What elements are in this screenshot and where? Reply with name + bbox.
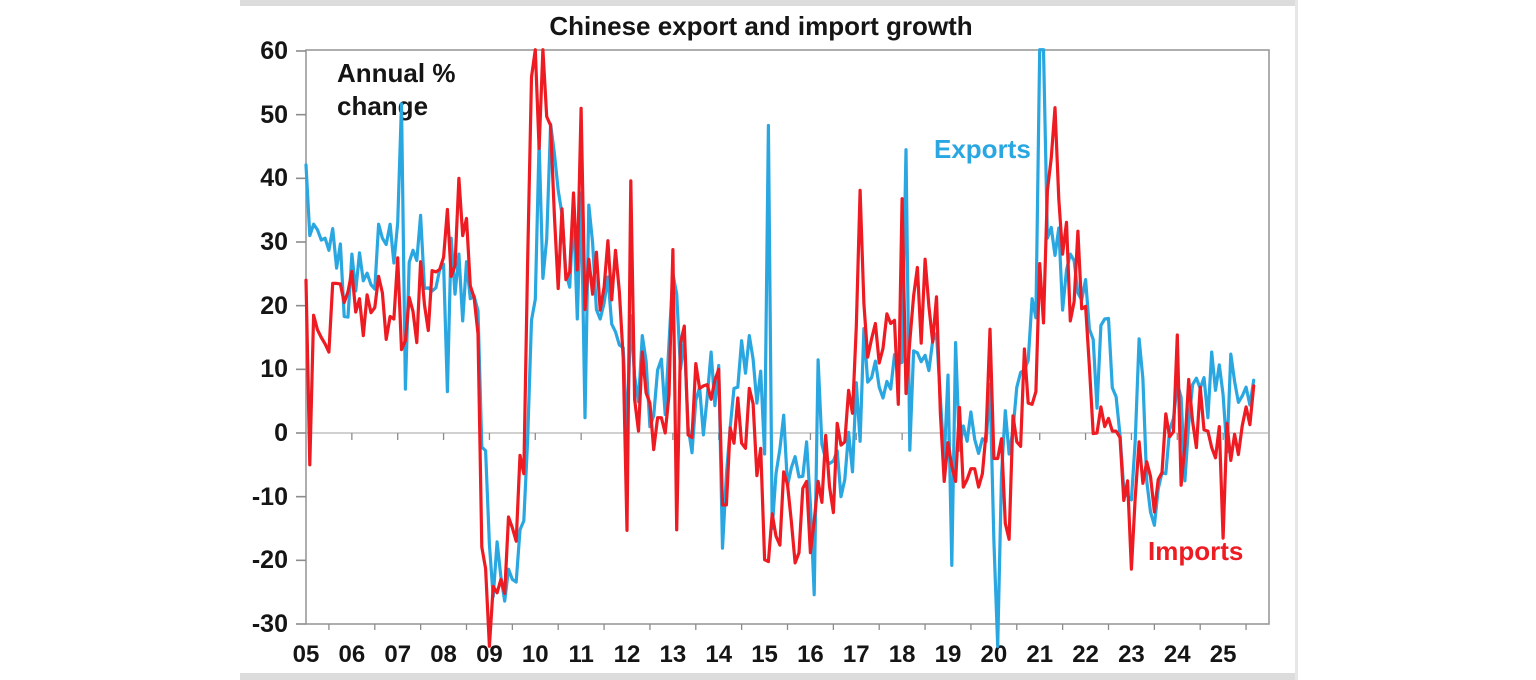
- y-tick-label: 20: [260, 291, 288, 320]
- exports-series-label: Exports: [934, 134, 1031, 164]
- image-right-edge: [1295, 0, 1298, 680]
- image-top-edge: [240, 0, 1298, 6]
- y-tick-label: 0: [274, 419, 288, 447]
- y-tick-label: 50: [260, 100, 288, 129]
- y-tick-label: -20: [251, 546, 288, 575]
- axis-unit-annotation: Annual % change: [337, 58, 456, 121]
- y-tick-label: 30: [260, 227, 288, 256]
- exports-line: [304, 48, 1256, 648]
- imports-line: [304, 48, 1256, 648]
- imports-series-label: Imports: [1148, 536, 1244, 566]
- plot-border: [305, 49, 1270, 625]
- y-tick-label: -10: [251, 482, 288, 511]
- y-tick-label: 40: [260, 164, 288, 193]
- y-tick-label: -30: [251, 610, 288, 638]
- x-tick-label: 25: [1209, 641, 1237, 668]
- y-tick-label: 10: [260, 355, 288, 384]
- chart-title: Chinese export and import growth: [549, 11, 973, 41]
- y-tick-label: 60: [260, 36, 288, 65]
- image-bottom-edge: [240, 673, 1298, 680]
